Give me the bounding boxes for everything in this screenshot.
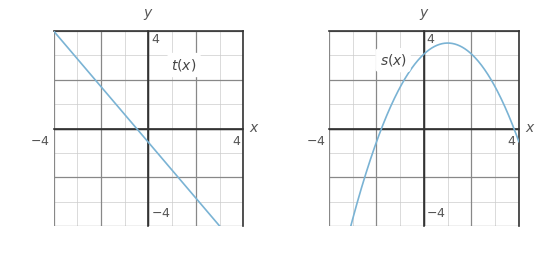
Text: $x$: $x$ bbox=[525, 122, 535, 135]
Text: $x$: $x$ bbox=[249, 122, 260, 135]
Text: $4$: $4$ bbox=[507, 135, 517, 148]
Text: $-4$: $-4$ bbox=[426, 207, 446, 220]
Text: $4$: $4$ bbox=[151, 33, 160, 46]
Text: $-4$: $-4$ bbox=[151, 207, 171, 220]
Text: $t(x)$: $t(x)$ bbox=[172, 57, 197, 73]
Text: $-4$: $-4$ bbox=[305, 135, 325, 148]
Text: $4$: $4$ bbox=[232, 135, 241, 148]
Text: $y$: $y$ bbox=[143, 7, 154, 22]
Text: $-4$: $-4$ bbox=[30, 135, 50, 148]
Text: $y$: $y$ bbox=[418, 7, 429, 22]
Text: $s(x)$: $s(x)$ bbox=[379, 52, 407, 68]
Text: $4$: $4$ bbox=[426, 33, 435, 46]
